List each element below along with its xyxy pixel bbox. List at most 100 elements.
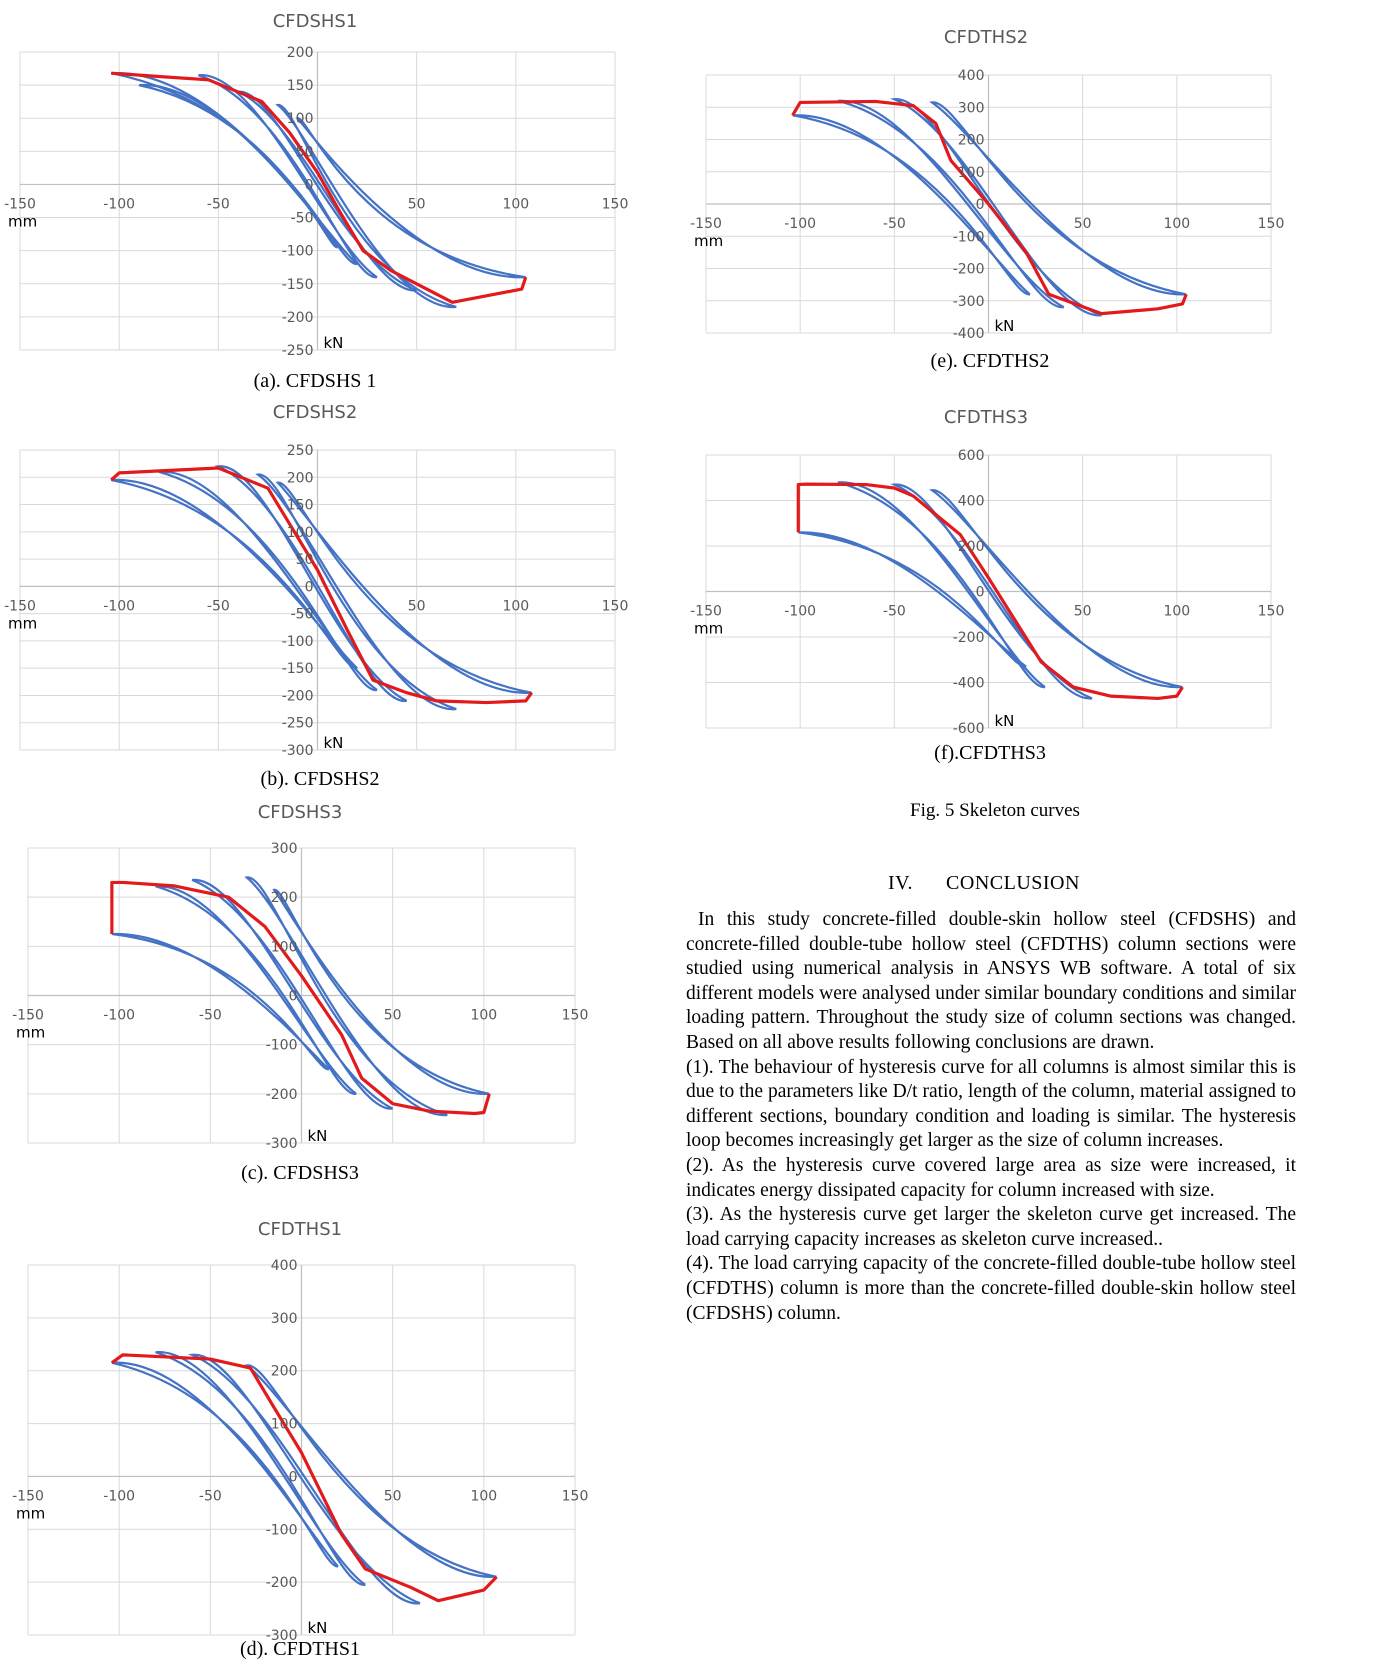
y-tick-label: -200 bbox=[282, 688, 314, 704]
y-unit-label: kN bbox=[995, 317, 1015, 335]
hysteresis-loop bbox=[275, 103, 457, 309]
hysteresis-loop bbox=[191, 1353, 421, 1605]
x-tick-label: 150 bbox=[562, 1008, 589, 1024]
chart-panel-f: CFDTHS3 600 400 200 0 -200 -400 -600 -150 -100 -50… bbox=[686, 405, 1286, 737]
x-tick-label: -100 bbox=[784, 604, 816, 620]
y-tick-label: 0 bbox=[289, 1469, 298, 1485]
figure-caption: Fig. 5 Skeleton curves bbox=[910, 800, 1080, 821]
section-title: CONCLUSION bbox=[946, 872, 1080, 894]
chart-d: CFDTHS1 400 300 200 100 0 -100 -200 -300 -150 -100… bbox=[12, 1219, 589, 1644]
y-tick-label: -100 bbox=[282, 634, 314, 650]
x-tick-label: -50 bbox=[207, 598, 230, 614]
x-tick-label: 50 bbox=[384, 1008, 402, 1024]
y-tick-label: -300 bbox=[266, 1628, 298, 1644]
x-tick-label: -50 bbox=[207, 196, 230, 212]
chart-title: CFDTHS3 bbox=[944, 407, 1028, 428]
x-tick-label: -100 bbox=[103, 196, 135, 212]
y-tick-label: 200 bbox=[271, 1364, 298, 1380]
y-tick-label: 300 bbox=[958, 100, 985, 116]
y-tick-label: 50 bbox=[296, 552, 314, 568]
chart-title: CFDSHS3 bbox=[258, 802, 343, 823]
y-unit-label: kN bbox=[308, 1619, 328, 1637]
skeleton-curve bbox=[796, 482, 1184, 701]
paragraph-4: (4). The load carrying capacity of the c… bbox=[686, 1253, 1296, 1324]
chart-panel-b: CFDSHS2 250 200 150 100 50 0 -50 -100 -150 -200 -25… bbox=[0, 400, 640, 760]
y-tick-label: -300 bbox=[266, 1136, 298, 1152]
hysteresis-loop bbox=[111, 932, 330, 1071]
y-tick-label: 0 bbox=[305, 177, 314, 193]
x-unit-label: mm bbox=[694, 620, 723, 638]
chart-f: CFDTHS3 600 400 200 0 -200 -400 -600 -150 -100 -50… bbox=[690, 407, 1285, 737]
chart-title: CFDTHS1 bbox=[258, 1219, 342, 1240]
y-tick-label: -100 bbox=[266, 1522, 298, 1538]
x-tick-label: -100 bbox=[103, 1008, 135, 1024]
x-tick-label: 50 bbox=[408, 598, 426, 614]
y-tick-label: 200 bbox=[287, 470, 314, 486]
x-tick-label: 100 bbox=[1163, 216, 1190, 232]
caption-d: (d). CFDTHS1 bbox=[239, 1638, 360, 1660]
y-tick-label: -150 bbox=[282, 661, 314, 677]
chart-e: CFDTHS2 400 300 200 100 0 -100 -200 -300 -400 -150… bbox=[690, 27, 1285, 342]
y-tick-label: 400 bbox=[271, 1258, 298, 1274]
y-tick-label: -200 bbox=[266, 1575, 298, 1591]
x-unit-label: mm bbox=[694, 232, 723, 250]
chart-panel-a: CFDSHS1 200 150 100 50 0 -50 -100 -150 -200 -250 -1… bbox=[0, 0, 640, 372]
x-tick-label: 100 bbox=[470, 1488, 497, 1504]
hysteresis-loop bbox=[155, 885, 357, 1095]
hysteresis-loop bbox=[893, 98, 1102, 317]
x-tick-label: 150 bbox=[562, 1488, 589, 1504]
x-tick-label: 150 bbox=[1258, 216, 1285, 232]
x-tick-label: -150 bbox=[690, 604, 722, 620]
y-tick-label: -200 bbox=[266, 1087, 298, 1103]
y-tick-label: -200 bbox=[953, 262, 985, 278]
x-tick-label: 50 bbox=[384, 1488, 402, 1504]
hysteresis-loop bbox=[244, 1364, 497, 1578]
chart-panel-c: CFDSHS3 300 200 100 0 -100 -200 -300 -150 -100 -50… bbox=[0, 798, 600, 1168]
y-tick-label: 300 bbox=[271, 1311, 298, 1327]
x-tick-label: 150 bbox=[602, 196, 629, 212]
x-tick-label: -100 bbox=[103, 1488, 135, 1504]
x-tick-label: 100 bbox=[502, 598, 529, 614]
caption-e: (e). CFDTHS2 bbox=[930, 350, 1050, 372]
y-tick-label: 400 bbox=[958, 494, 985, 510]
y-tick-label: 0 bbox=[305, 579, 314, 595]
y-tick-label: 100 bbox=[271, 1417, 298, 1433]
hysteresis-loop bbox=[111, 1361, 339, 1568]
x-unit-label: mm bbox=[16, 1504, 45, 1522]
x-unit-label: mm bbox=[8, 614, 37, 632]
y-tick-label: 300 bbox=[271, 841, 298, 857]
paragraph-intro: In this study concrete-filled double-ski… bbox=[686, 909, 1296, 1053]
hysteresis-loop bbox=[111, 478, 358, 670]
y-unit-label: kN bbox=[324, 734, 344, 752]
y-tick-label: -100 bbox=[266, 1038, 298, 1054]
hysteresis-loop bbox=[929, 489, 1183, 689]
chart-title: CFDSHS1 bbox=[273, 11, 358, 32]
x-tick-label: 150 bbox=[1258, 604, 1285, 620]
x-tick-label: 50 bbox=[408, 196, 426, 212]
section-heading: IV. CONCLUSION bbox=[888, 872, 1080, 895]
y-tick-label: -250 bbox=[282, 343, 314, 359]
x-tick-label: -150 bbox=[12, 1008, 44, 1024]
x-tick-label: 50 bbox=[1074, 216, 1092, 232]
caption-f: (f).CFDTHS3 bbox=[934, 742, 1046, 764]
y-tick-label: 200 bbox=[958, 133, 985, 149]
y-tick-label: 400 bbox=[958, 68, 985, 84]
y-tick-label: 100 bbox=[287, 525, 314, 541]
y-tick-label: 200 bbox=[271, 890, 298, 906]
x-tick-label: -150 bbox=[4, 196, 36, 212]
chart-title: CFDSHS2 bbox=[273, 402, 358, 423]
x-unit-label: mm bbox=[16, 1024, 45, 1042]
x-unit-label: mm bbox=[8, 212, 37, 230]
skeleton-curve bbox=[791, 99, 1188, 316]
hysteresis-loop bbox=[837, 481, 1046, 689]
conclusion-body: In this study concrete-filled double-ski… bbox=[686, 908, 1296, 1665]
x-tick-label: -50 bbox=[883, 604, 906, 620]
y-tick-label: 200 bbox=[958, 539, 985, 555]
y-tick-label: -100 bbox=[282, 244, 314, 260]
hysteresis-loop bbox=[198, 74, 378, 279]
y-tick-label: 0 bbox=[976, 585, 985, 601]
hysteresis-loop bbox=[191, 878, 394, 1110]
x-tick-label: 100 bbox=[1163, 604, 1190, 620]
y-tick-label: -150 bbox=[282, 277, 314, 293]
skeleton-curve bbox=[110, 466, 533, 705]
